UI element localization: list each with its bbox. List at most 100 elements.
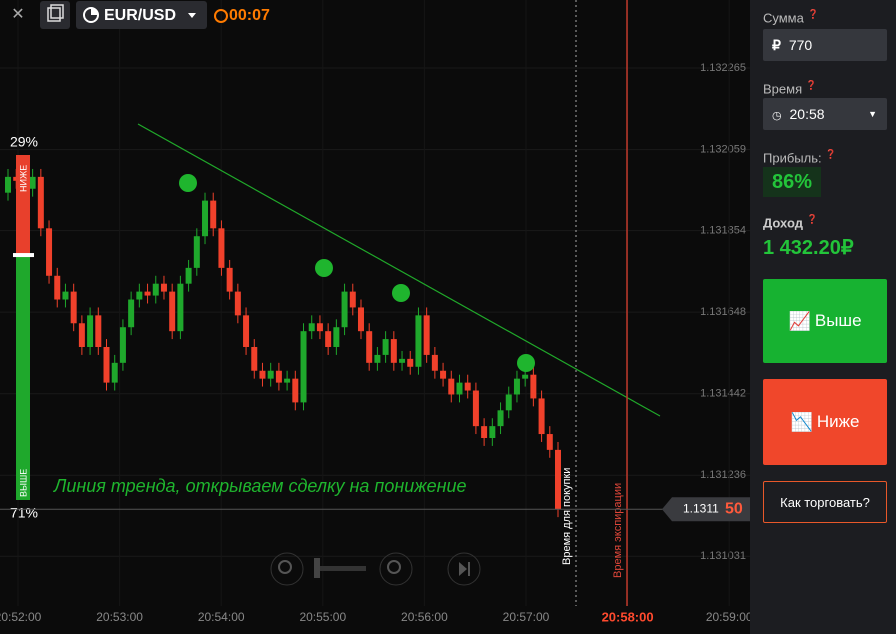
dropdown-arrow: [188, 13, 196, 18]
y-tick-label: 1.131236: [700, 469, 746, 481]
sentiment-down-pct: 29%: [10, 134, 38, 150]
y-tick-label: 1.131854: [700, 225, 746, 237]
zoom-in[interactable]: [379, 552, 413, 586]
candle-body: [144, 291, 151, 296]
candle-body: [5, 176, 11, 193]
candle-body: [489, 426, 496, 439]
y-tick-label: 1.131442: [700, 388, 746, 400]
candle-body: [407, 358, 414, 367]
candle-body: [308, 323, 315, 332]
profit-label: Прибыль: ❓: [763, 149, 837, 166]
time-axis: 20:52:00 20:53:00 20:54:00 20:55:00 20:56:00…: [0, 609, 750, 624]
sentiment-up-bar: [16, 255, 30, 500]
zoom-handle[interactable]: [314, 558, 320, 578]
candle-body: [415, 315, 422, 367]
candle-body: [70, 291, 77, 324]
close-icon[interactable]: ✕: [11, 6, 24, 23]
asset-button[interactable]: [76, 1, 207, 29]
candle-body: [243, 315, 250, 348]
candle-body: [267, 370, 274, 379]
y-tick-label: 1.131648: [700, 306, 746, 318]
candle-body: [251, 347, 258, 371]
candle-body: [431, 354, 438, 371]
candle-body: [169, 291, 176, 332]
current-price-pip: 50: [725, 500, 743, 517]
y-tick-label: 1.132059: [700, 143, 746, 155]
candle-body: [341, 291, 348, 328]
candle-body: [522, 374, 529, 379]
profit-value: 86%: [763, 167, 821, 197]
asset-name: EUR/USD: [104, 7, 176, 24]
candle-body: [538, 398, 545, 435]
help-button[interactable]: Как торговать?: [763, 481, 887, 523]
candle-body: [136, 291, 143, 300]
income-label: Доход ❓: [763, 214, 818, 231]
candle-body: [423, 315, 430, 355]
y-tick-label: 1.132265: [700, 62, 746, 74]
scroll-end-icon: [459, 562, 470, 576]
amount-value: 770: [788, 37, 813, 53]
x-tick-label: 20:56:00: [401, 610, 448, 624]
current-price: 1.1311: [683, 501, 719, 515]
amount-label: Сумма ❓: [763, 9, 819, 26]
candle-body: [152, 283, 159, 296]
grid: 1.132265 1.132059 1.131854 1.131648 1.131442…: [0, 0, 750, 606]
zoom-in-icon: [387, 560, 401, 574]
scroll-end[interactable]: [447, 552, 481, 586]
sentiment-up-text: ВЫШЕ: [18, 469, 28, 497]
candle-body: [226, 267, 233, 292]
candle-body: [374, 354, 381, 363]
candle-body: [218, 228, 225, 268]
peak-marker: [392, 284, 410, 302]
x-tick-label: 20:55:00: [299, 610, 346, 624]
candle-body: [292, 378, 299, 403]
up-button[interactable]: 📈 Выше: [763, 279, 887, 363]
peak-marker: [179, 174, 197, 192]
amount-input[interactable]: ₽ 770: [763, 29, 887, 61]
sentiment-split: [13, 253, 34, 258]
candle-body: [111, 362, 118, 383]
zoom-out[interactable]: [270, 552, 304, 586]
candle-body: [259, 370, 266, 379]
candle-body: [481, 426, 488, 439]
candle-body: [316, 323, 323, 332]
x-tick-label: 20:54:00: [198, 610, 245, 624]
candle-body: [513, 378, 520, 395]
chart: 1.132265 1.132059 1.131854 1.131648 1.131442…: [0, 0, 750, 634]
zoom-out-icon: [278, 560, 292, 574]
x-tick-label: 20:52:00: [0, 610, 42, 624]
candle-body: [448, 378, 455, 395]
candle-body: [464, 382, 471, 391]
candle-body: [103, 347, 110, 383]
candle-body: [546, 434, 553, 450]
candle-body: [505, 394, 512, 411]
sidebar: Сумма ❓ ₽ 770 Время ❓ ◷ 20:58 ▼ Прибыль: …: [750, 0, 896, 634]
zoom-slider[interactable]: [314, 566, 366, 571]
purchase-label: Время для покупки: [561, 468, 573, 565]
candle-body: [284, 378, 291, 383]
peak-marker: [315, 259, 333, 277]
down-button[interactable]: 📉 Ниже: [763, 379, 887, 465]
candle-body: [210, 200, 217, 229]
candle-body: [54, 275, 61, 300]
chart-bg: [0, 0, 750, 634]
x-tick-label: 20:58:00: [602, 609, 654, 624]
candle-body: [325, 331, 332, 348]
candle-body: [95, 315, 102, 348]
candle-body: [399, 358, 406, 363]
time-axis-bg: [0, 606, 750, 634]
candle-body: [382, 339, 389, 355]
x-tick-label: 20:59:00: [706, 610, 750, 624]
candle-body: [456, 382, 463, 395]
up-button-text: Выше: [814, 311, 862, 330]
sentiment-up-pct: 71%: [10, 505, 38, 521]
candle-body: [119, 327, 126, 363]
candle-body: [333, 327, 340, 348]
candles: [5, 168, 561, 518]
copy-icon: [47, 7, 61, 22]
time-select[interactable]: ◷ 20:58 ▼: [763, 98, 887, 130]
candle-body: [472, 390, 479, 427]
candle-body: [275, 370, 282, 383]
candle-body: [366, 331, 373, 363]
down-button-text: Ниже: [816, 412, 860, 431]
